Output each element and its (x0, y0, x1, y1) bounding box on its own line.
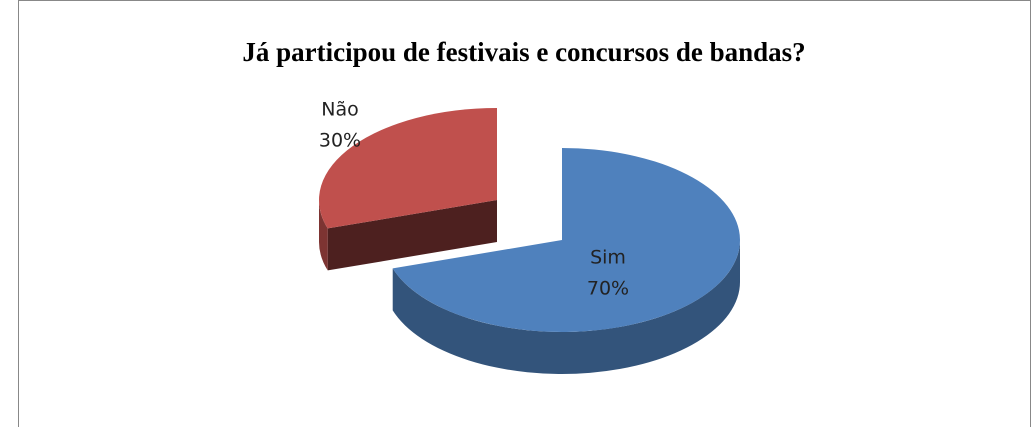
slice (392, 148, 740, 332)
slice-category-label: Não (321, 99, 358, 121)
slice-side (392, 240, 740, 375)
slice (319, 108, 497, 229)
slice-face (327, 200, 497, 271)
slice-side (319, 200, 328, 271)
slice-category-label: Sim (590, 247, 626, 269)
chart-title: Já participou de festivais e concursos d… (242, 37, 805, 67)
slice-value-label: 70% (587, 278, 629, 300)
slice-value-label: 30% (319, 130, 361, 152)
